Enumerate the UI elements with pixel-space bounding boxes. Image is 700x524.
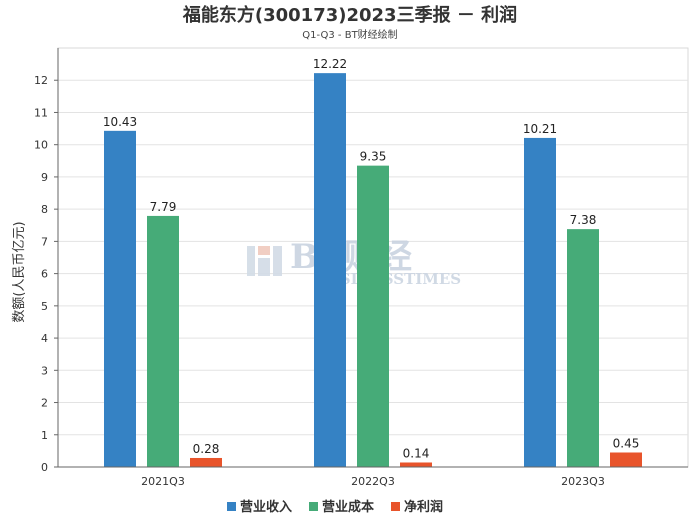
y-axis-label: 数额(人民币亿元) xyxy=(12,221,27,322)
y-tick-label: 9 xyxy=(41,171,48,184)
legend-swatch xyxy=(391,502,400,511)
y-tick-label: 8 xyxy=(41,203,48,216)
legend-item-label: 营业成本 xyxy=(322,499,374,515)
y-tick-label: 10 xyxy=(34,139,48,152)
data-label: 9.35 xyxy=(360,150,387,164)
data-label: 7.79 xyxy=(150,200,177,214)
y-tick-label: 3 xyxy=(41,364,48,377)
x-tick-label: 2023Q3 xyxy=(561,475,605,488)
data-label: 7.38 xyxy=(570,213,597,227)
y-tick-label: 11 xyxy=(34,106,48,119)
legend-swatch xyxy=(309,502,318,511)
bar xyxy=(400,462,432,467)
y-tick-label: 12 xyxy=(34,74,48,87)
bar xyxy=(524,137,556,468)
y-tick-label: 0 xyxy=(41,461,48,474)
data-labels: 10.43 7.79 0.28 12.22 9.35 0.14 10.21 7.38 0.45 xyxy=(103,57,640,460)
y-tick-label: 4 xyxy=(41,332,48,345)
legend-item-label: 净利润 xyxy=(404,499,443,515)
x-tick-label: 2021Q3 xyxy=(141,475,185,488)
data-label: 10.21 xyxy=(523,122,557,136)
y-tick-label: 5 xyxy=(41,300,48,313)
y-tick-label: 6 xyxy=(41,268,48,281)
data-label: 0.28 xyxy=(193,442,220,456)
bar xyxy=(147,215,179,467)
data-label: 10.43 xyxy=(103,115,137,129)
chart-subtitle: Q1-Q3 - BT财经绘制 xyxy=(302,28,397,41)
legend: 营业收入 营业成本 净利润 xyxy=(227,499,443,515)
data-label: 0.45 xyxy=(613,436,640,450)
y-tick-label: 7 xyxy=(41,235,48,248)
chart-title: 福能东方(300173)2023三季报 － 利润 xyxy=(182,4,517,26)
data-label: 0.14 xyxy=(403,446,430,460)
data-label: 12.22 xyxy=(313,57,347,71)
watermark: BT财经 BUSINESSTIMES xyxy=(247,237,461,288)
bar xyxy=(567,229,599,467)
x-tick-label: 2022Q3 xyxy=(351,475,395,488)
watermark-logo-icon xyxy=(247,246,282,276)
y-tick-label: 2 xyxy=(41,397,48,410)
bar xyxy=(314,73,346,467)
legend-swatch xyxy=(227,502,236,511)
bars xyxy=(104,73,642,468)
y-tick-label: 1 xyxy=(41,429,48,442)
bar xyxy=(357,165,389,467)
bar xyxy=(610,452,642,467)
watermark-main-text: BT财经 xyxy=(290,237,412,277)
legend-item-label: 营业收入 xyxy=(240,499,292,515)
bar xyxy=(190,457,222,467)
bar xyxy=(104,130,136,468)
